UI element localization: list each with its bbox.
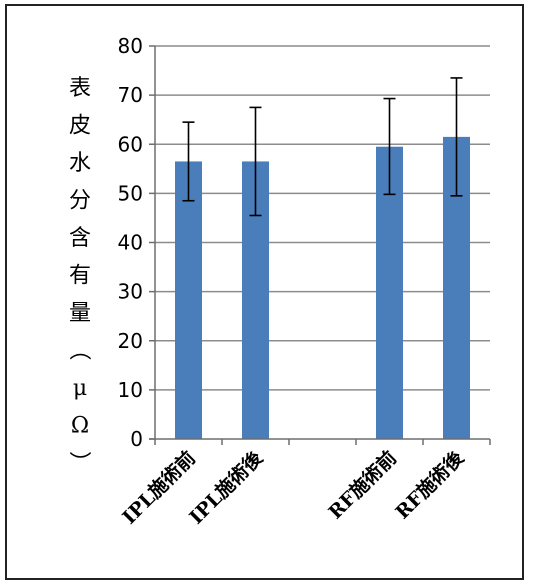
y-axis-label-char-1: 皮 — [69, 114, 91, 139]
y-axis-label-char-4: 含 — [69, 226, 91, 251]
y-axis-label-char-3: 分 — [69, 189, 91, 214]
y-axis-label-char-7: （ — [66, 338, 91, 360]
x-tick-label-4: RF施術後 — [391, 446, 469, 524]
bar-0 — [175, 161, 202, 439]
y-tick-labels: 0 10 20 30 40 50 60 70 80 — [118, 34, 143, 451]
y-axis-label-char-10: ） — [66, 451, 91, 473]
y-axis-label-char-9: Ω — [71, 414, 89, 439]
y-axis-label-char-6: 量 — [69, 301, 91, 326]
axes — [149, 45, 491, 445]
bars — [175, 136, 470, 440]
y-tick-label-0: 0 — [130, 427, 143, 451]
x-tick-label-1: IPL施術後 — [185, 446, 268, 529]
bar-3 — [376, 146, 403, 440]
gridlines — [155, 45, 490, 391]
x-tick-label-3: RF施術前 — [324, 446, 401, 523]
y-axis-label-char-2: 水 — [69, 151, 91, 176]
y-axis-label-char-5: 有 — [69, 264, 91, 289]
y-axis-label-char-8: μ — [73, 376, 87, 401]
y-tick-label-50: 50 — [118, 181, 143, 205]
y-tick-label-70: 70 — [118, 83, 143, 107]
y-tick-label-40: 40 — [118, 231, 143, 255]
y-tick-label-60: 60 — [118, 132, 143, 156]
error-bars — [182, 77, 463, 217]
y-axis-label-char-0: 表 — [69, 76, 91, 101]
y-tick-label-80: 80 — [118, 34, 143, 58]
y-tick-label-10: 10 — [118, 378, 143, 402]
y-tick-label-20: 20 — [118, 329, 143, 353]
y-tick-label-30: 30 — [118, 280, 143, 304]
